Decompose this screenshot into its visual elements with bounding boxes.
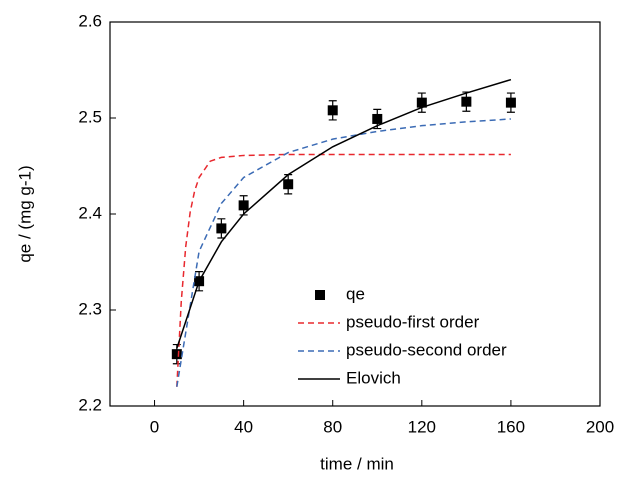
legend-swatch (315, 290, 325, 300)
x-tick-label: 40 (234, 417, 253, 436)
fit-line (176, 118, 511, 387)
y-axis-label: qe / (mg g-1) (15, 165, 34, 262)
x-axis-label: time / min (320, 454, 394, 473)
x-tick-label: 0 (150, 417, 159, 436)
legend-label: Elovich (346, 368, 401, 387)
data-point (327, 105, 338, 116)
y-tick-label: 2.2 (78, 395, 102, 414)
data-point (283, 179, 294, 190)
fit-line (176, 153, 511, 387)
y-tick-label: 2.5 (78, 107, 102, 126)
data-point (171, 349, 182, 360)
x-tick-label: 200 (586, 417, 614, 436)
x-tick-label: 120 (408, 417, 436, 436)
x-tick-label: 160 (497, 417, 525, 436)
data-point (238, 200, 249, 211)
legend-label: pseudo-second order (346, 340, 507, 359)
data-point (505, 97, 516, 108)
legend-label: qe (346, 284, 365, 303)
legend-label: pseudo-first order (346, 312, 480, 331)
y-tick-label: 2.6 (78, 11, 102, 30)
fit-line (176, 78, 512, 349)
data-point (461, 96, 472, 107)
data-point (216, 223, 227, 234)
y-tick-label: 2.3 (78, 299, 102, 318)
data-point (372, 113, 383, 124)
y-tick-label: 2.4 (78, 203, 102, 222)
data-point (416, 97, 427, 108)
x-tick-label: 80 (323, 417, 342, 436)
